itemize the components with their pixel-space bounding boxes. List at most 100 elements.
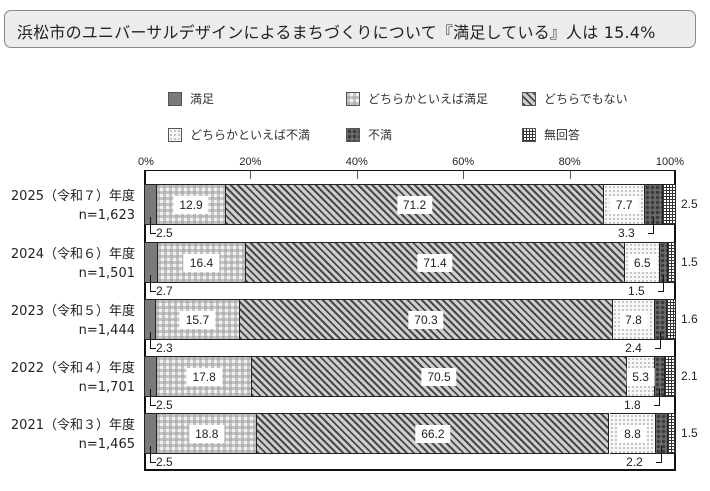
value-label: 5.3 — [626, 367, 655, 386]
bar-segment-fuman — [660, 242, 668, 283]
value-label-fuman: 2.2 — [626, 455, 643, 469]
value-label: 15.7 — [179, 310, 216, 329]
value-label-fuman: 1.8 — [624, 398, 641, 412]
tick-mark — [356, 171, 358, 179]
value-label-manzoku: 2.5 — [156, 455, 173, 469]
x-tick-label: 80% — [558, 156, 581, 168]
tick-mark — [569, 171, 571, 179]
callout-line — [656, 446, 663, 463]
title-banner: 浜松市のユニバーサルデザインによるまちづくりについて『満足している』人は 15.… — [4, 10, 696, 48]
callout-line — [150, 332, 156, 349]
row-label: 2025（令和７）年度 n=1,623 — [11, 187, 135, 225]
stacked-bar: 16.4 71.4 6.5 — [144, 242, 676, 283]
legend-label: どちらでもない — [544, 92, 628, 106]
value-label-noanswer: 2.5 — [681, 197, 698, 211]
value-label-fuman: 1.5 — [628, 284, 645, 298]
x-tick-label: 60% — [452, 156, 475, 168]
value-label-noanswer: 1.5 — [681, 255, 698, 269]
value-label-fuman: 3.3 — [617, 226, 635, 240]
bar-segment-noanswer — [667, 299, 676, 340]
bar-segment-dochira-fuman: 7.7 — [604, 184, 646, 225]
legend-label: 満足 — [190, 92, 215, 106]
value-label-fuman: 2.4 — [625, 341, 642, 355]
bar-segment-noanswer — [664, 356, 676, 397]
bar-segment-noanswer — [668, 413, 676, 454]
value-label: 7.8 — [619, 310, 648, 329]
callout-line — [655, 332, 662, 349]
sample-size: n=1,444 — [78, 323, 135, 338]
value-label: 6.5 — [627, 253, 657, 272]
tick-mark — [463, 171, 465, 179]
x-tick-label: 100% — [655, 156, 685, 168]
bar-segment-fuman — [655, 356, 665, 397]
value-label: 8.8 — [618, 424, 647, 443]
callout-line — [150, 275, 156, 292]
tick-mark — [250, 171, 252, 179]
value-label-noanswer: 2.1 — [681, 369, 698, 383]
value-label: 71.2 — [396, 195, 433, 214]
bar-segment-dochira-fuman: 8.8 — [609, 413, 657, 454]
bar-segment-fuman — [654, 299, 668, 340]
value-label: 12.9 — [173, 195, 209, 214]
legend-swatch-icon — [522, 92, 536, 106]
bar-segment-dochira-manzoku: 17.8 — [157, 356, 252, 397]
year-label: 2022（令和４）年度 — [10, 361, 135, 376]
legend-label: 不満 — [368, 128, 393, 142]
sample-size: n=1,701 — [78, 380, 135, 395]
row-label: 2021（令和３）年度 n=1,465 — [11, 416, 135, 454]
stacked-bar: 12.9 71.2 7.7 — [144, 184, 676, 225]
bar-segment-dochira-manzoku: 12.9 — [157, 184, 226, 225]
bar-segment-dochira-fuman: 5.3 — [626, 356, 656, 397]
value-label: 71.4 — [417, 253, 453, 272]
value-label-noanswer: 1.5 — [681, 426, 698, 440]
bar-segment-noanswer — [668, 242, 676, 283]
legend-swatch-icon — [522, 128, 536, 142]
stacked-bar: 15.7 70.3 7.8 — [144, 299, 676, 340]
legend-label: どちらかといえば満足 — [368, 92, 489, 106]
value-label-noanswer: 1.6 — [681, 312, 698, 326]
bar-segment-dochira-manzoku: 18.8 — [157, 413, 258, 454]
bar-segment-fuman — [645, 184, 663, 225]
bar-segment-dochira-manzoku: 15.7 — [156, 299, 240, 340]
value-label: 66.2 — [415, 424, 451, 443]
bar-segment-manzoku — [144, 242, 159, 283]
row-label: 2024（令和６）年度 n=1,501 — [11, 245, 135, 283]
sample-size: n=1,501 — [78, 266, 135, 281]
value-label-manzoku: 2.5 — [156, 226, 173, 240]
row-label: 2023（令和５）年度 n=1,444 — [11, 302, 135, 340]
callout-line — [647, 217, 654, 234]
stacked-bar: 18.8 66.2 8.8 — [144, 413, 676, 454]
callout-line — [150, 446, 156, 463]
stacked-bar: 17.8 70.5 5.3 — [144, 356, 676, 397]
callout-line — [658, 275, 665, 292]
value-label: 17.8 — [186, 367, 222, 386]
bar-segment-neutral: 71.2 — [225, 184, 605, 225]
legend-swatch-icon — [168, 128, 182, 142]
year-label: 2023（令和５）年度 — [10, 304, 135, 319]
bar-segment-dochira-fuman: 6.5 — [625, 242, 661, 283]
value-label-manzoku: 2.5 — [156, 398, 173, 412]
year-label: 2024（令和６）年度 — [10, 247, 135, 262]
legend-swatch-icon — [346, 92, 360, 106]
bar-segment-noanswer — [662, 184, 676, 225]
bar-segment-dochira-manzoku: 16.4 — [158, 242, 246, 283]
chart-title: 浜松市のユニバーサルデザインによるまちづくりについて『満足している』人は 15.… — [17, 23, 656, 42]
value-label: 7.7 — [609, 195, 639, 214]
callout-line — [150, 389, 156, 406]
x-tick-label: 20% — [239, 156, 262, 168]
legend-label: 無回答 — [544, 128, 581, 142]
legend-label: どちらかといえば不満 — [190, 128, 311, 142]
value-label: 70.5 — [421, 367, 457, 386]
bar-segment-fuman — [656, 413, 669, 454]
value-label: 16.4 — [183, 253, 220, 272]
legend-swatch-icon — [346, 128, 360, 142]
year-label: 2021（令和３）年度 — [10, 418, 135, 433]
callout-line — [150, 217, 156, 234]
sample-size: n=1,465 — [78, 437, 135, 452]
bar-segment-neutral: 70.5 — [251, 356, 628, 397]
value-label: 70.3 — [408, 310, 444, 329]
value-label-manzoku: 2.3 — [156, 341, 173, 355]
bar-segment-dochira-fuman: 7.8 — [613, 299, 655, 340]
sample-size: n=1,623 — [78, 208, 135, 223]
bar-segment-neutral: 66.2 — [257, 413, 610, 454]
